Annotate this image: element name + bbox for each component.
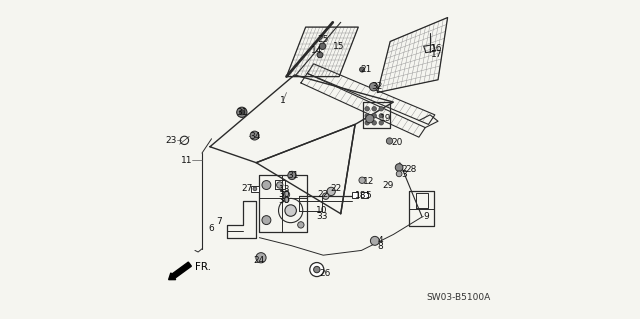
Text: 21: 21 [361, 65, 372, 74]
Circle shape [365, 115, 374, 123]
Circle shape [372, 107, 376, 111]
Circle shape [319, 43, 326, 49]
Circle shape [327, 187, 335, 196]
Circle shape [256, 253, 266, 263]
Circle shape [276, 182, 283, 188]
Circle shape [285, 205, 296, 216]
Circle shape [396, 164, 403, 171]
Text: 14: 14 [311, 46, 323, 55]
Circle shape [396, 171, 402, 177]
Text: 4: 4 [378, 236, 383, 245]
Text: 17: 17 [431, 50, 442, 59]
Circle shape [310, 263, 324, 277]
Text: 5: 5 [365, 191, 371, 200]
Circle shape [359, 177, 365, 183]
Circle shape [360, 67, 365, 72]
Circle shape [365, 114, 369, 118]
FancyArrow shape [168, 262, 191, 280]
Bar [362, 192, 368, 198]
Text: 3: 3 [401, 170, 407, 179]
Text: 24: 24 [253, 256, 264, 265]
Circle shape [237, 107, 247, 117]
Text: 13: 13 [278, 185, 290, 194]
Text: 30: 30 [278, 196, 290, 205]
Text: 16: 16 [431, 44, 442, 53]
Text: 30: 30 [278, 190, 290, 199]
Circle shape [284, 191, 290, 198]
Text: 19: 19 [380, 114, 392, 123]
Text: 22: 22 [330, 184, 342, 193]
Circle shape [372, 121, 376, 125]
Circle shape [284, 197, 289, 203]
Text: 28: 28 [406, 165, 417, 174]
Text: 23: 23 [166, 136, 177, 145]
Text: SW03-B5100A: SW03-B5100A [427, 293, 491, 302]
Text: 33: 33 [316, 212, 327, 221]
Text: 34: 34 [249, 132, 260, 141]
Circle shape [314, 266, 320, 273]
Text: 29: 29 [383, 181, 394, 190]
Circle shape [369, 83, 378, 91]
Circle shape [365, 121, 369, 125]
Text: 20: 20 [392, 138, 403, 147]
Text: 9: 9 [424, 212, 429, 221]
Bar [352, 192, 358, 198]
Circle shape [262, 181, 271, 189]
Circle shape [371, 236, 380, 245]
Circle shape [288, 171, 296, 180]
Text: 32: 32 [371, 82, 383, 91]
Text: 31: 31 [287, 171, 299, 180]
Text: 7: 7 [216, 217, 221, 226]
Text: 15: 15 [333, 42, 345, 51]
Text: 12: 12 [364, 177, 375, 186]
Text: 22: 22 [317, 190, 329, 199]
Text: 31: 31 [236, 108, 248, 117]
Circle shape [253, 187, 257, 191]
Circle shape [379, 107, 383, 111]
Text: 2: 2 [401, 165, 407, 174]
Circle shape [317, 52, 323, 58]
Text: 27: 27 [241, 184, 252, 193]
Circle shape [239, 110, 244, 115]
Text: 1: 1 [280, 96, 286, 105]
Text: 8: 8 [378, 242, 383, 251]
Text: 10: 10 [316, 206, 327, 215]
Circle shape [323, 193, 329, 199]
Text: 18: 18 [355, 191, 367, 200]
Circle shape [262, 216, 271, 225]
Text: 26: 26 [319, 269, 331, 278]
Circle shape [298, 222, 304, 228]
Circle shape [372, 114, 376, 118]
Text: 11: 11 [181, 156, 193, 165]
Text: 6: 6 [209, 224, 214, 233]
Circle shape [379, 121, 383, 125]
Circle shape [379, 114, 383, 118]
Circle shape [250, 131, 259, 140]
Circle shape [365, 107, 369, 111]
Bar [251, 186, 259, 192]
Text: 25: 25 [317, 35, 328, 44]
Circle shape [387, 138, 393, 144]
Text: FR.: FR. [195, 262, 211, 272]
